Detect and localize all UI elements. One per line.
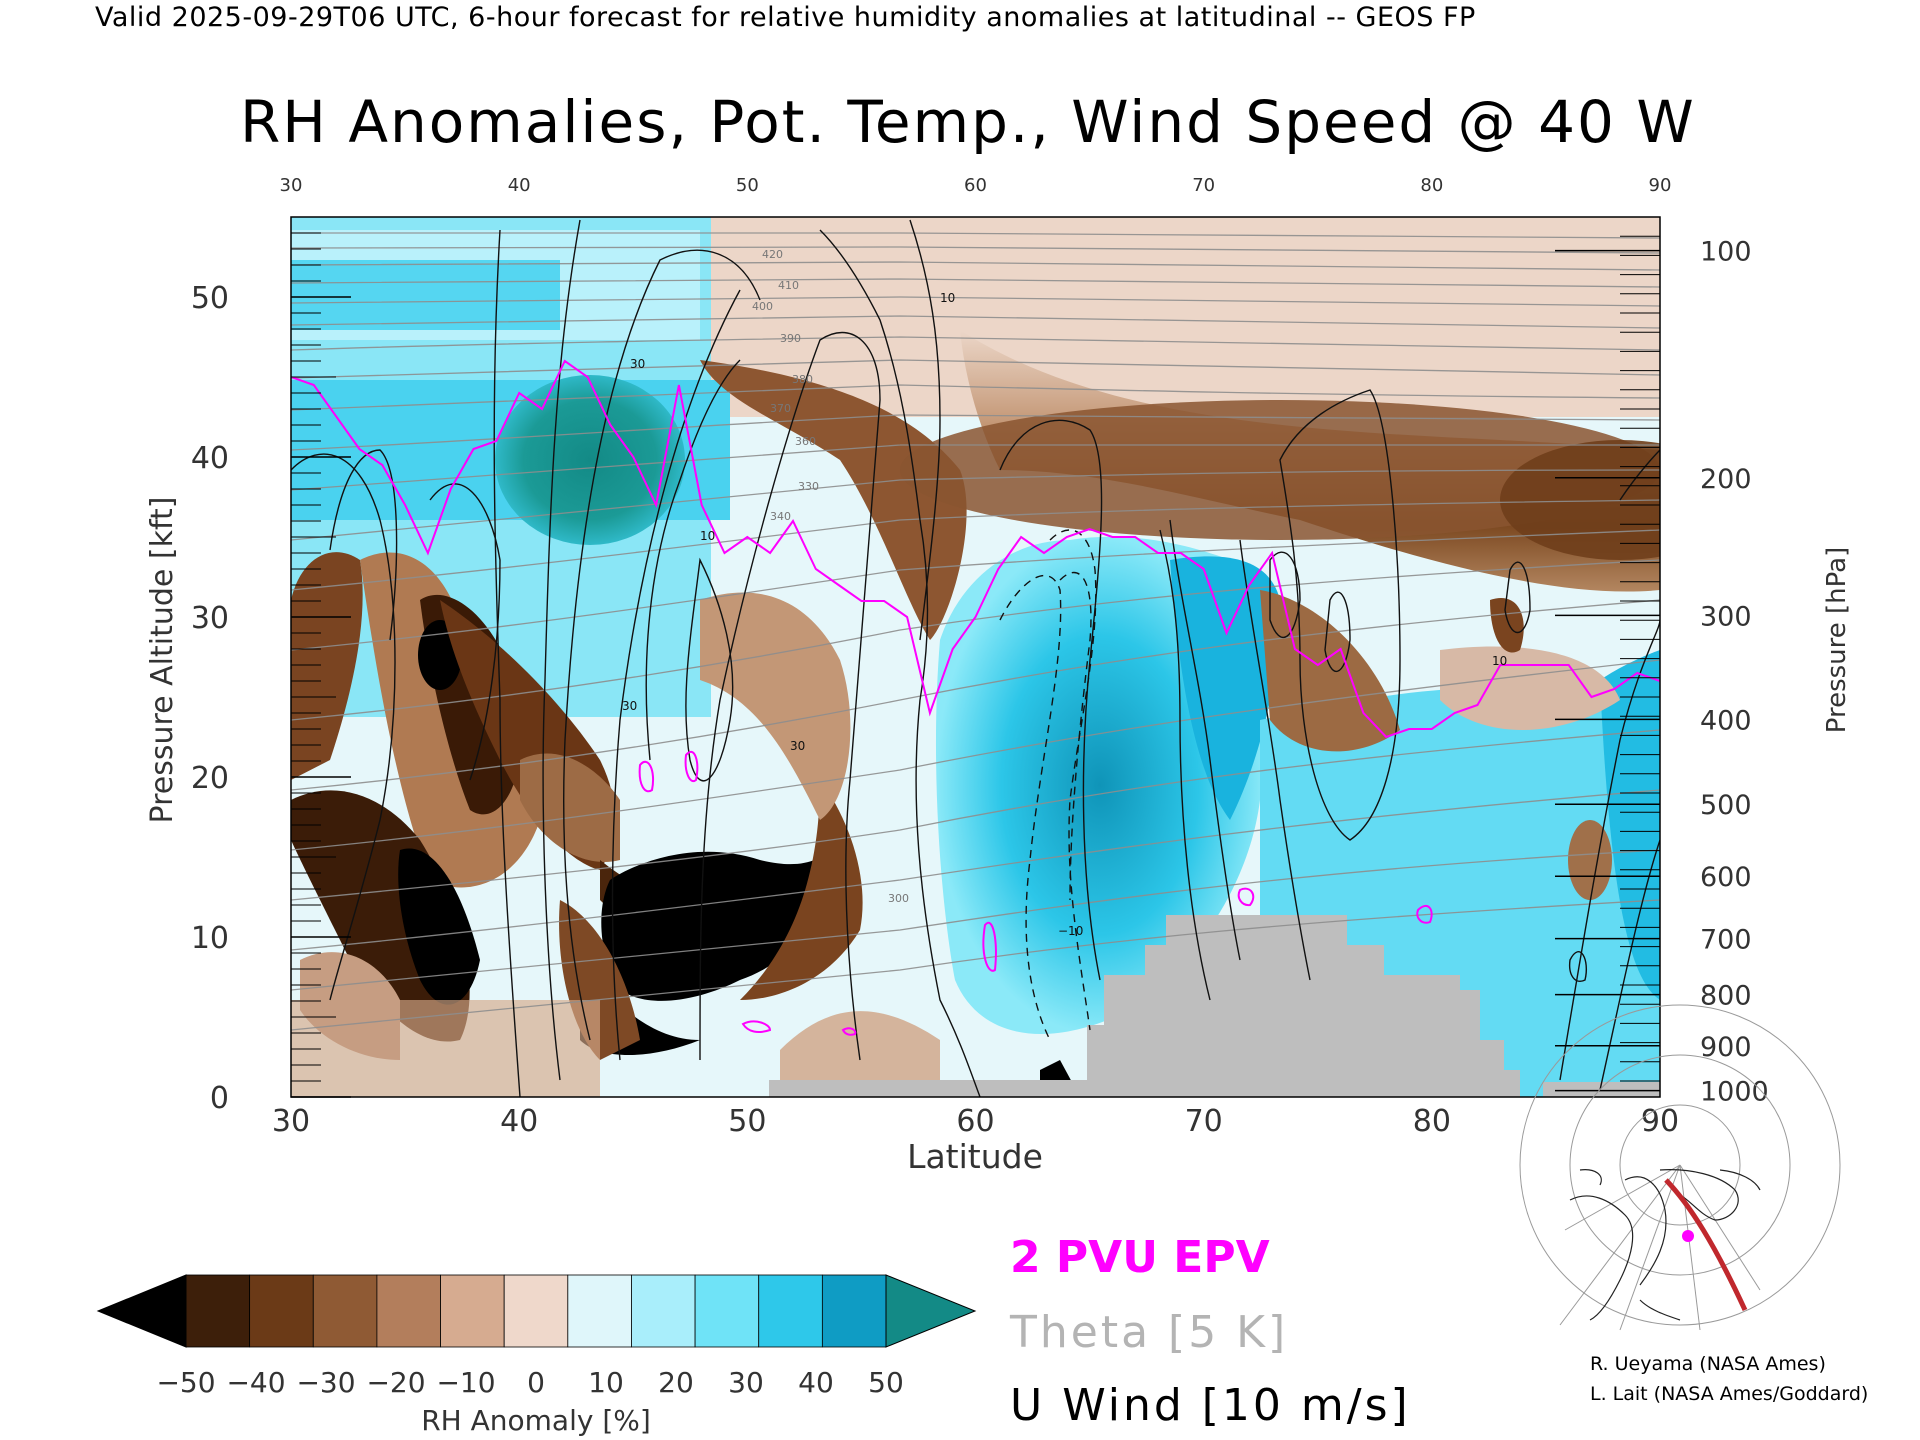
x-top-tick-label: 60 — [964, 175, 987, 196]
colorbar-tick-label: −30 — [296, 1366, 355, 1399]
y-right-tick-label: 700 — [1700, 925, 1752, 956]
svg-text:400: 400 — [752, 300, 773, 313]
x-top-tick-label: 80 — [1420, 175, 1443, 196]
svg-text:−10: −10 — [1058, 924, 1083, 938]
y-left-tick-label: 30 — [191, 601, 229, 636]
svg-text:390: 390 — [780, 332, 801, 345]
colorbar-swatch — [312, 1274, 378, 1348]
svg-text:420: 420 — [762, 248, 783, 261]
colorbar-tick-label: 50 — [868, 1366, 904, 1399]
x-tick-label: 50 — [728, 1104, 766, 1139]
svg-text:340: 340 — [770, 510, 791, 523]
colorbar-tick-label: −40 — [226, 1366, 285, 1399]
colorbar-swatch — [185, 1274, 251, 1348]
colorbar-max-arrow — [885, 1274, 977, 1348]
colorbar: −50 −40 −30 −20 −10 0 10 20 30 40 50 RH Anomaly [%… — [96, 1274, 977, 1437]
y-left-tick-label: 10 — [191, 921, 229, 956]
credit-line-1: R. Ueyama (NASA Ames) — [1590, 1353, 1826, 1375]
colorbar-tick-label: −10 — [436, 1366, 495, 1399]
y-left-tick-label: 0 — [210, 1081, 229, 1116]
credit-line-2: L. Lait (NASA Ames/Goddard) — [1590, 1383, 1869, 1405]
y-right-tick-label: 400 — [1700, 705, 1752, 736]
svg-text:30: 30 — [622, 699, 637, 713]
y-right-tick-label: 100 — [1700, 237, 1752, 268]
y-axis-left-minor-ticks — [291, 232, 336, 1082]
y-left-tick-label: 20 — [191, 761, 229, 796]
colorbar-swatch — [249, 1274, 314, 1348]
y-axis-right-label: Pressure [hPa] — [1822, 547, 1852, 734]
cross-section-track — [1664, 1178, 1748, 1312]
x-axis-bottom: 30 40 50 60 70 80 90 — [272, 1104, 1679, 1139]
colorbar-swatch — [503, 1274, 569, 1348]
y-right-tick-label: 1000 — [1700, 1077, 1769, 1108]
colorbar-label: RH Anomaly [%] — [421, 1404, 651, 1437]
y-axis-right-minor-ticks — [1620, 235, 1660, 1082]
legend-wind: U Wind [10 m/s] — [1010, 1380, 1411, 1431]
colorbar-tick-label: 10 — [588, 1366, 624, 1399]
forecast-header: Valid 2025-09-29T06 UTC, 6-hour forecast… — [95, 2, 1476, 33]
colorbar-swatch — [440, 1274, 505, 1348]
location-map — [1519, 1004, 1841, 1331]
svg-text:10: 10 — [940, 291, 955, 305]
x-tick-label: 40 — [500, 1104, 538, 1139]
colorbar-tick-label: 40 — [798, 1366, 834, 1399]
x-tick-label: 60 — [956, 1104, 994, 1139]
svg-text:10: 10 — [1492, 654, 1507, 668]
x-axis-top: 30 40 50 60 70 80 90 — [280, 175, 1672, 196]
svg-text:10: 10 — [700, 529, 715, 543]
x-tick-label: 30 — [272, 1104, 310, 1139]
y-right-tick-label: 600 — [1700, 862, 1752, 893]
x-axis-label: Latitude — [907, 1137, 1043, 1176]
colorbar-min-arrow — [96, 1274, 187, 1348]
colorbar-tick-label: −50 — [156, 1366, 215, 1399]
colorbar-swatch — [694, 1274, 760, 1348]
colorbar-tick-label: −20 — [366, 1366, 425, 1399]
y-left-tick-label: 50 — [191, 281, 229, 316]
x-top-tick-label: 90 — [1649, 175, 1672, 196]
colorbar-swatch — [376, 1274, 441, 1348]
x-tick-label: 70 — [1185, 1104, 1223, 1139]
y-right-tick-label: 500 — [1700, 790, 1752, 821]
colorbar-tick-label: 30 — [728, 1366, 764, 1399]
theta-contour-labels: 300 330 340 360 370 380 390 400 410 420 — [752, 248, 909, 905]
svg-text:30: 30 — [630, 357, 645, 371]
legend-epv: 2 PVU EPV — [1010, 1232, 1270, 1283]
plot-frame — [290, 216, 1661, 1098]
colorbar-tick-label: 0 — [527, 1366, 545, 1399]
svg-text:30: 30 — [790, 739, 805, 753]
y-right-tick-label: 200 — [1700, 464, 1752, 495]
y-right-tick-label: 900 — [1700, 1032, 1752, 1063]
colorbar-swatch — [758, 1274, 823, 1348]
svg-text:370: 370 — [770, 402, 791, 415]
y-left-tick-label: 40 — [191, 441, 229, 476]
colorbar-tick-label: 20 — [658, 1366, 694, 1399]
svg-text:410: 410 — [778, 279, 799, 292]
y-right-tick-label: 300 — [1700, 601, 1752, 632]
wind-contour-labels: 10 10 10 30 30 30 −10 — [622, 291, 1507, 938]
svg-text:360: 360 — [795, 435, 816, 448]
epv-2pvu-line — [291, 359, 1660, 739]
x-tick-label: 80 — [1413, 1104, 1451, 1139]
colorbar-swatch — [631, 1274, 696, 1348]
x-top-tick-label: 70 — [1192, 175, 1215, 196]
y-axis-right: 100 200 300 400 500 600 700 800 900 1000 — [1555, 237, 1769, 1108]
chart-title: RH Anomalies, Pot. Temp., Wind Speed @ 4… — [240, 88, 1696, 156]
x-top-tick-label: 40 — [508, 175, 531, 196]
x-top-tick-label: 50 — [736, 175, 759, 196]
y-right-tick-label: 800 — [1700, 981, 1752, 1012]
credits: R. Ueyama (NASA Ames) L. Lait (NASA Ames… — [1590, 1349, 1868, 1409]
x-tick-label: 90 — [1641, 1104, 1679, 1139]
colorbar-swatch — [567, 1274, 632, 1348]
svg-text:380: 380 — [792, 373, 813, 386]
y-axis-left-label: Pressure Altitude [kft] — [145, 497, 180, 824]
rh-anomaly-field — [291, 217, 1660, 1097]
colorbar-swatch — [821, 1274, 887, 1348]
x-top-tick-label: 30 — [280, 175, 303, 196]
location-marker — [1682, 1230, 1694, 1242]
legend-theta: Theta [5 K] — [1009, 1307, 1288, 1358]
svg-text:330: 330 — [798, 480, 819, 493]
svg-text:300: 300 — [888, 892, 909, 905]
y-axis-left: 0 10 20 30 40 50 — [191, 281, 351, 1116]
